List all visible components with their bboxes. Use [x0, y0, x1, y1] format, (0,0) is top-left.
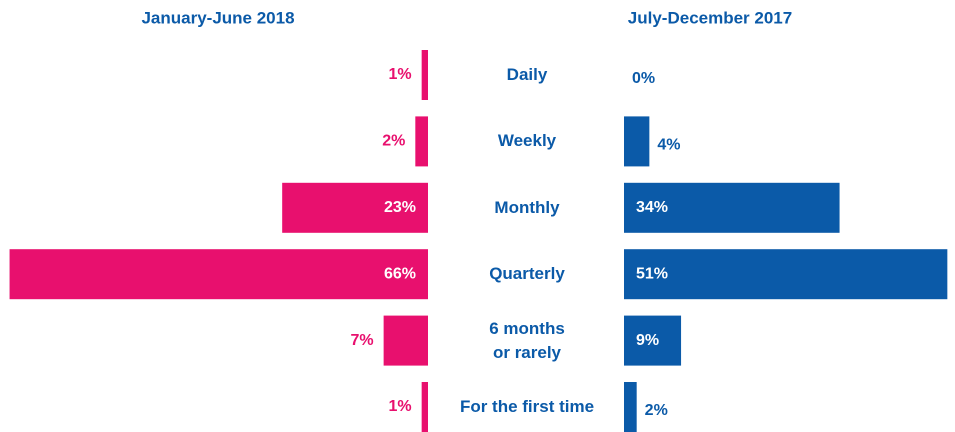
bar	[624, 249, 948, 300]
value-label: 34%	[636, 199, 668, 216]
value-label: 51%	[636, 265, 668, 282]
value-label: 1%	[389, 66, 412, 83]
value-label: 2%	[645, 402, 668, 419]
category-label: Weekly	[497, 131, 557, 151]
bar	[624, 116, 650, 167]
category-label: Daily	[506, 65, 548, 84]
bar	[421, 382, 428, 432]
category-label: For the first time	[459, 397, 595, 416]
bar	[415, 116, 428, 167]
value-label: 0%	[632, 70, 655, 87]
category-label: 6 months or rarely	[489, 318, 565, 362]
bar	[624, 382, 637, 432]
series-header: January-June 2018	[141, 8, 294, 27]
category-label: Monthly	[494, 197, 560, 217]
value-label: 1%	[389, 398, 412, 415]
bar	[624, 182, 840, 233]
bar	[421, 50, 428, 100]
series-header: July-December 2017	[628, 8, 792, 27]
bar	[282, 182, 428, 233]
value-label: 2%	[382, 133, 405, 150]
bar	[624, 315, 682, 366]
value-label: 4%	[657, 137, 680, 154]
value-label: 9%	[636, 332, 659, 349]
bar	[9, 249, 429, 300]
category-label: Quarterly	[489, 264, 565, 284]
bar	[383, 315, 428, 366]
value-label: 7%	[350, 332, 373, 349]
value-label: 23%	[384, 199, 416, 216]
value-label: 66%	[384, 265, 416, 282]
